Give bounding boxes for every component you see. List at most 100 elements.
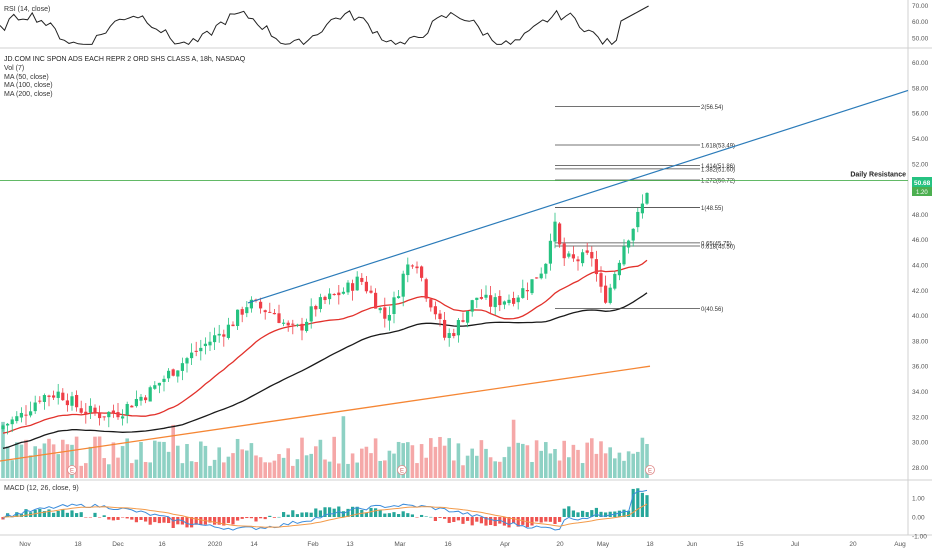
macd-histogram-bar (190, 517, 194, 528)
candle-body (47, 395, 51, 397)
candle-body (6, 423, 10, 426)
fib-level-label: 1.618(53.49) (701, 143, 735, 149)
macd-histogram-bar (107, 517, 111, 520)
price-tick-label: 34.00 (912, 389, 929, 396)
candle-body (323, 296, 327, 301)
macd-histogram-bar (19, 513, 23, 517)
volume-bar (272, 460, 277, 478)
macd-histogram-bar (217, 517, 221, 525)
candle-body (489, 295, 493, 307)
candle-body (309, 306, 313, 322)
volume-bar (125, 438, 129, 478)
price-pane[interactable]: 2(56.54) 1.618(53.49) 1.414(51.86)1.382(51… (0, 56, 932, 478)
candle-body (226, 324, 230, 338)
macd-histogram-bar (61, 509, 65, 517)
candle-body (217, 333, 221, 336)
candle-body (466, 310, 470, 323)
macd-histogram-bar (226, 517, 230, 523)
macd-histogram-bar (268, 515, 272, 517)
time-tick-label: Aug (894, 541, 906, 548)
candle-body (10, 419, 14, 425)
candle-body (484, 294, 488, 298)
last-price-badge: 50.68 1.20 (912, 177, 932, 196)
macd-pane[interactable]: MACD (12, 26, close, 9) 1.00 0.00 -1.00 (1, 485, 927, 541)
volume-bar (314, 446, 318, 478)
volume-bar (498, 461, 502, 478)
candle-body (38, 400, 42, 402)
drawings[interactable]: Daily Resistance (0, 89, 909, 304)
macd-histogram-bar (102, 515, 106, 517)
last-price-change: 1.20 (916, 190, 928, 196)
macd-histogram-bar (309, 512, 313, 517)
time-tick-label: Jun (687, 541, 698, 548)
macd-tick-label: -1.00 (912, 534, 927, 541)
macd-histogram-bar (295, 514, 299, 517)
candle-body (571, 254, 575, 259)
volume-bar (212, 459, 217, 478)
price-tick-label: 28.00 (912, 465, 929, 472)
candle-body (236, 309, 240, 327)
macd-histogram-bar (231, 517, 235, 525)
volume-bar (599, 441, 603, 478)
candle-body (125, 404, 129, 415)
price-tick-label: 30.00 (912, 440, 929, 447)
candle-body (203, 343, 207, 347)
volume-bar (189, 461, 194, 478)
macd-histogram-bar (84, 517, 88, 518)
volume-bar (350, 453, 355, 478)
indicator-vol[interactable]: Vol (7) (4, 65, 24, 72)
candle-body (378, 308, 382, 311)
candle-body (52, 395, 56, 398)
macd-histogram-bar (56, 510, 60, 517)
volume-bar (203, 445, 208, 478)
macd-histogram-bar (424, 516, 428, 517)
candle-body (56, 391, 60, 398)
volume-bar (304, 455, 309, 478)
indicator-ma100[interactable]: MA (100, close) (4, 82, 53, 89)
price-tick-label: 36.00 (912, 364, 929, 371)
macd-histogram-bar (558, 517, 562, 522)
macd-histogram-bar (466, 517, 470, 521)
volume-bar (93, 436, 97, 478)
moving-averages (0, 259, 651, 462)
macd-histogram-bar (535, 517, 539, 522)
candle-body (102, 416, 106, 418)
candle-body (516, 297, 520, 303)
candle-body (171, 369, 175, 376)
rsi-pane[interactable]: RSI (14, close) 70.00 60.00 50.00 (0, 3, 929, 46)
symbol-title: JD.COM INC SPON ADS EACH REPR 2 ORD SHS … (4, 56, 246, 63)
volume-bar (74, 436, 79, 478)
time-tick-label: 18 (74, 541, 82, 548)
volume-bar (291, 465, 295, 478)
fibonacci-levels[interactable]: 2(56.54) 1.618(53.49) 1.414(51.86)1.382(51… (555, 105, 735, 313)
macd-histogram-bar (332, 508, 336, 517)
volume-bar (120, 446, 125, 478)
candle-body (286, 322, 290, 326)
macd-histogram-bar (213, 517, 217, 525)
macd-histogram-bar (24, 509, 28, 517)
candle-body (98, 412, 102, 419)
volume-bar (277, 454, 281, 478)
price-axis[interactable]: 60.0058.0056.0054.0052.0050.0048.0046.00… (912, 60, 929, 472)
time-axis[interactable]: Nov 18 Dec 16 2020 14 Feb 13 Mar 16 Apr 20 May 18 Jun 1… (19, 541, 906, 548)
volume-bar (97, 436, 102, 478)
macd-histogram-bar (516, 517, 520, 527)
macd-histogram-bar (222, 517, 226, 526)
volume-bar (645, 443, 649, 478)
indicator-ma50[interactable]: MA (50, close) (4, 74, 49, 81)
volume-bar (557, 460, 562, 478)
volume-bar (364, 446, 369, 478)
macd-histogram-bar (443, 517, 447, 519)
candle-body (295, 324, 299, 326)
macd-histogram-bar (47, 509, 51, 517)
macd-histogram-bar (484, 517, 488, 526)
volume-bar (337, 463, 341, 478)
fib-level-label: 1(48.55) (701, 206, 723, 212)
indicator-ma200[interactable]: MA (200, close) (4, 91, 53, 98)
volume-bar (534, 440, 539, 478)
macd-histogram-bar (134, 517, 138, 523)
volume-bar (479, 440, 484, 478)
fib-level-label: 0.65(45.75) (701, 241, 732, 247)
